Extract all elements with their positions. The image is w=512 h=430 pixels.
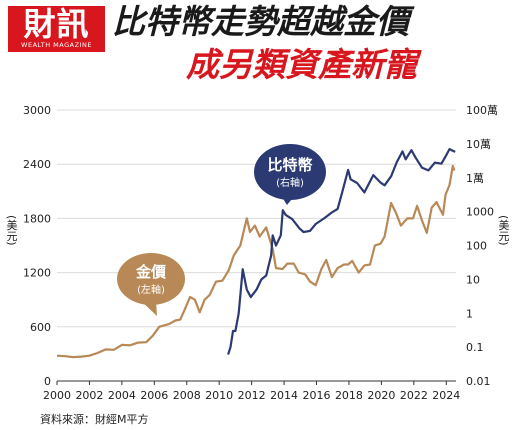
y-tick-label-left: 0: [44, 375, 51, 388]
series-line-gold: [56, 164, 456, 359]
chart-title: 比特幣走勢超越金價: [112, 2, 409, 41]
series-line-bitcoin: [227, 148, 456, 355]
y-tick-label-right: 10: [466, 273, 480, 286]
right-axis-label: (美元): [497, 215, 510, 246]
x-tick-label: 2018: [335, 389, 363, 402]
x-tick-label: 2002: [75, 389, 103, 402]
y-tick-label-right: 0.1: [466, 341, 484, 354]
y-tick-label-right: 0.01: [466, 375, 491, 388]
y-tick-label-right: 1: [466, 307, 473, 320]
y-tick-label-right: 10萬: [466, 138, 491, 151]
x-tick-label: 2004: [108, 389, 136, 402]
brand-logo: 財訊 WEALTH MAGAZINE: [8, 6, 105, 52]
annotation-title-bitcoin: 比特幣: [267, 156, 312, 174]
x-tick-label: 2012: [238, 389, 266, 402]
annotation-bubble-bitcoin: [254, 144, 326, 200]
source-note: 資料來源：財經M平方: [40, 413, 149, 426]
brand-tagline: WEALTH MAGAZINE: [21, 41, 92, 49]
x-tick-label: 2000: [43, 389, 71, 402]
y-tick-label-right: 100萬: [466, 104, 498, 117]
brand-name: 財訊: [23, 5, 90, 43]
annotation-bubble-gold: [117, 253, 185, 305]
y-tick-label-left: 1800: [23, 212, 51, 225]
x-tick-label: 2010: [205, 389, 233, 402]
x-tick-label: 2020: [367, 389, 395, 402]
annotation-note-gold: (左軸): [137, 283, 165, 296]
y-tick-label-left: 600: [30, 321, 51, 334]
x-tick-label: 2016: [303, 389, 331, 402]
x-tick-label: 2006: [140, 389, 168, 402]
annotation-title-gold: 金價: [135, 263, 167, 281]
left-axis-label: (美元): [5, 215, 18, 246]
y-tick-label-right: 100: [466, 240, 487, 253]
y-tick-label-left: 3000: [23, 104, 51, 117]
y-tick-label-right: 1萬: [466, 172, 484, 185]
x-tick-label: 2022: [400, 389, 428, 402]
y-tick-label-left: 1200: [23, 267, 51, 280]
annotation-note-bitcoin: (右軸): [276, 176, 304, 189]
chart-subtitle: 成另類資產新寵: [186, 45, 417, 84]
x-tick-label: 2008: [173, 389, 201, 402]
y-tick-label-left: 2400: [23, 158, 51, 171]
x-tick-label: 2024: [432, 389, 460, 402]
y-tick-label-right: 1000: [466, 206, 494, 219]
x-tick-label: 2014: [270, 389, 298, 402]
